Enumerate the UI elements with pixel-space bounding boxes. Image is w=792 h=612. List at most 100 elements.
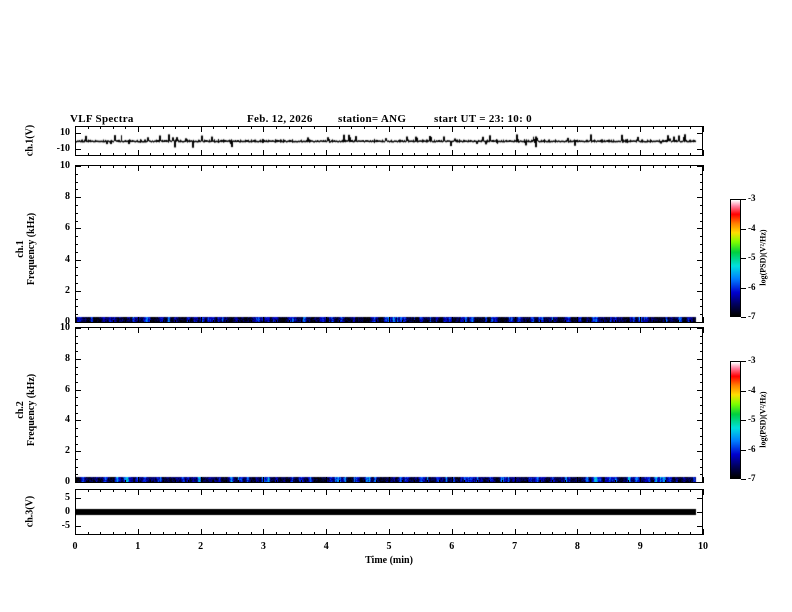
ch1-spectrogram-ytick-minor <box>700 236 703 237</box>
ch2-spectrogram-ytick-minor <box>700 436 703 437</box>
ch1-spectrogram-xtick-top <box>703 165 704 171</box>
ch3-waveform-xtick-top <box>289 489 290 492</box>
ch3-waveform-xtick-top <box>351 489 352 492</box>
colorbar-ch1-title: log(PSD)(V²/Hz) <box>758 229 768 286</box>
ch1-waveform-xtick-top <box>414 126 415 129</box>
ch2-spectrogram-xtick-top <box>427 327 428 330</box>
ch3-waveform-xtick-top <box>113 489 114 492</box>
ch1-spectrogram-xtick-top <box>427 165 428 168</box>
ch2-spectrogram-xtick-top <box>351 327 352 330</box>
ch2-spectrogram-ytick-minor <box>75 382 78 383</box>
ch2-spectrogram-ytick-label: 10 <box>60 322 70 333</box>
ch1-waveform-xtick <box>100 153 101 156</box>
ch1-waveform-xtick-top <box>464 126 465 129</box>
ch1-spectrogram-xtick-top <box>314 165 315 168</box>
ch1-waveform-xtick-top <box>150 126 151 129</box>
x-axis-tick-label: 3 <box>260 541 266 552</box>
ch1-spectrogram-xtick <box>100 320 101 323</box>
ch1-spectrogram-xtick <box>690 320 691 323</box>
ch1-spectrogram-xtick <box>590 320 591 323</box>
x-axis-tick-label: 0 <box>72 541 78 552</box>
ch1-spectrogram-ytick-label: 4 <box>65 253 70 265</box>
ch1-spectrogram-xtick-top <box>75 165 76 171</box>
ch2-spectrogram-xtick <box>314 480 315 483</box>
ch2-spectrogram-xtick-top <box>339 327 340 330</box>
ch3-waveform-xtick <box>138 529 139 535</box>
ch2-spectrogram-xtick-top <box>226 327 227 330</box>
colorbar-ch2-tick-label: -5 <box>748 414 756 424</box>
ch1-spectrogram-ytick-minor <box>75 244 78 245</box>
ch2-spectrogram-canvas <box>76 328 702 482</box>
ch1-waveform-xtick <box>113 153 114 156</box>
ch3-waveform-xtick <box>427 532 428 535</box>
ch1-spectrogram-xtick <box>640 317 641 323</box>
ch1-spectrogram-ytick-minor <box>75 267 78 268</box>
colorbar-ch2-tick <box>741 479 746 480</box>
ch2-spectrogram-xtick <box>289 480 290 483</box>
ch1-waveform-xtick-top <box>301 126 302 129</box>
ch1-waveform-xtick <box>427 153 428 156</box>
ch3-waveform-xtick <box>125 532 126 535</box>
ch1-spectrogram-ytick-minor <box>75 306 78 307</box>
ch1-waveform-xtick <box>163 153 164 156</box>
ch1-waveform-xtick-top <box>289 126 290 129</box>
ch1-waveform-xtick-top <box>540 126 541 129</box>
ch3-waveform-panel <box>75 489 703 535</box>
ch1-waveform-xtick <box>640 150 641 156</box>
ch1-spectrogram-ytick-minor <box>700 283 703 284</box>
ch2-spectrogram-xtick-top <box>125 327 126 330</box>
ch2-spectrogram-ytick-label: 6 <box>65 383 70 395</box>
ch3-waveform-ytick-label: -5 <box>61 519 70 531</box>
colorbar-ch1-tick-label: -5 <box>748 252 756 262</box>
ch1-spectrogram-xtick-top <box>678 165 679 168</box>
ch2-spectrogram-ytick-minor <box>75 374 78 375</box>
ch2-spectrogram-ytick-minor <box>75 351 78 352</box>
ch3-waveform-xtick-top <box>314 489 315 492</box>
ch1-spectrogram-xtick <box>502 320 503 323</box>
ch2-spectrogram-xtick-top <box>615 327 616 330</box>
ch1-waveform-xtick <box>314 153 315 156</box>
ch1-spectrogram-xtick-top <box>402 165 403 168</box>
colorbar-ch2-tick-label: -4 <box>748 384 756 395</box>
ch1-waveform-xtick-top <box>113 126 114 129</box>
ch1-waveform-xtick-top <box>603 126 604 129</box>
plot-date: Feb. 12, 2026 <box>247 113 313 125</box>
ch1-spectrogram-xtick <box>138 317 139 323</box>
ch3-waveform-xtick <box>515 529 516 535</box>
ch1-spectrogram-xtick-top <box>540 165 541 168</box>
ch3-waveform-xtick <box>603 532 604 535</box>
ch2-spectrogram-xtick-top <box>665 327 666 330</box>
ch2-spectrogram-xtick <box>339 480 340 483</box>
ch3-waveform-xtick <box>565 532 566 535</box>
ch1-spectrogram-xtick <box>653 320 654 323</box>
ch1-spectrogram-xtick-top <box>414 165 415 168</box>
ch1-waveform-xtick-top <box>615 126 616 129</box>
ch1-spectrogram-xtick <box>175 320 176 323</box>
ch1-spectrogram-xtick-top <box>251 165 252 168</box>
ch3-waveform-xtick <box>489 532 490 535</box>
ch1-spectrogram-xtick-top <box>138 165 139 171</box>
ch2-spectrogram-xtick <box>125 480 126 483</box>
ch3-waveform-xtick-top <box>690 489 691 492</box>
ch3-waveform-xtick-top <box>213 489 214 492</box>
ch2-spectrogram-ytick-right <box>697 420 703 421</box>
ch2-spectrogram-ytick <box>75 420 81 421</box>
ch1-spectrogram-panel <box>75 165 703 323</box>
ch1-spectrogram-ytick-minor <box>700 267 703 268</box>
ch2-spectrogram-xtick <box>565 480 566 483</box>
ch1-waveform-ytick <box>75 133 81 134</box>
ch2-spectrogram-xtick <box>603 480 604 483</box>
ch3-waveform-xtick-top <box>163 489 164 492</box>
ch1-spectrogram-xtick <box>289 320 290 323</box>
ch2-spectrogram-xtick-top <box>552 327 553 330</box>
ch1-waveform-xtick-top <box>402 126 403 129</box>
ch3-waveform-xtick <box>301 532 302 535</box>
x-axis-tick-label: 6 <box>449 541 455 552</box>
plot-station-label: station= ANG <box>338 113 407 125</box>
ch1-spectrogram-xtick-top <box>150 165 151 168</box>
ch1-spectrogram-ytick-minor <box>700 174 703 175</box>
ch2-spectrogram-ytick-label: 8 <box>65 352 70 364</box>
ch2-spectrogram-ytick-minor <box>75 405 78 406</box>
colorbar-ch2-tick-label: -7 <box>748 473 756 483</box>
ch2-spectrogram-ytick-minor <box>75 336 78 337</box>
